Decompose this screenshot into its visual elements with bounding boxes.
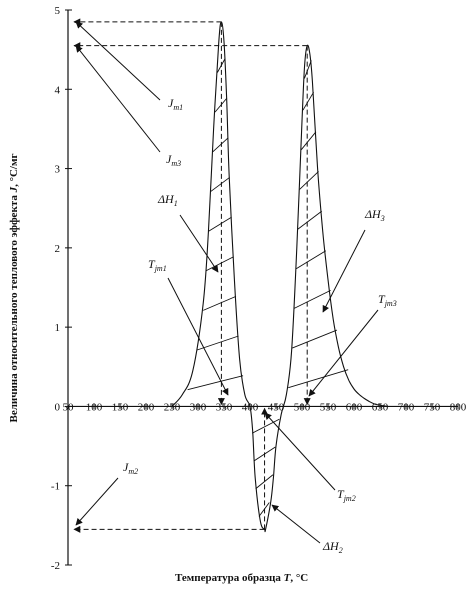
- hatch-layer: [187, 58, 349, 517]
- label-jm3: Jm3: [166, 152, 181, 168]
- hatch-line: [303, 60, 312, 79]
- arrow-dh3: [322, 229, 366, 313]
- y-tick-label: -1: [51, 481, 60, 493]
- arrow-tjm3: [308, 309, 379, 397]
- arrow-tjm2: [264, 412, 336, 491]
- hatch-line: [299, 171, 319, 190]
- hatch-line: [203, 295, 237, 311]
- x-tick-label: 300: [190, 401, 207, 413]
- y-tick-label: 4: [55, 84, 61, 96]
- hatch-line: [297, 210, 323, 230]
- x-tick-label: 100: [86, 401, 103, 413]
- hatch-line: [251, 418, 280, 434]
- curve-layer: [171, 21, 388, 533]
- arrow-jm3: [75, 45, 161, 153]
- peak-guides: [73, 18, 225, 406]
- y-tick-label: 1: [55, 322, 61, 334]
- x-tick-label: 350: [216, 401, 233, 413]
- x-tick-label: 250: [164, 401, 181, 413]
- x-tick-label: 750: [424, 401, 441, 413]
- hatch-line: [212, 137, 229, 153]
- x-axis-title: Температура образца T, °С: [175, 572, 308, 584]
- hatch-line: [255, 474, 274, 490]
- label-tjm1: Tjm1: [148, 257, 167, 273]
- hatch-line: [208, 216, 232, 232]
- x-tick-label: 200: [138, 401, 155, 413]
- peak-guides: [73, 407, 269, 533]
- x-tick-label: 400: [242, 401, 259, 413]
- guide-layer: [73, 18, 311, 533]
- hatch-line: [288, 369, 349, 389]
- label-tjm3: Tjm3: [378, 292, 397, 308]
- y-tick-label: 3: [55, 164, 61, 176]
- x-tick-label: 600: [346, 401, 363, 413]
- label-jm2: Jm2: [123, 460, 138, 476]
- label-dh3: ΔH3: [364, 207, 385, 223]
- hatch-line: [294, 289, 331, 309]
- x-tick-label: 50: [63, 401, 75, 413]
- y-axis-title: Величина относительного теплового эффект…: [8, 154, 20, 423]
- arrow-layer: [75, 21, 379, 544]
- arrow-dh2: [271, 504, 321, 544]
- x-tick-label: 150: [112, 401, 129, 413]
- label-tjm2: Tjm2: [337, 487, 356, 503]
- y-tick-label: 2: [55, 243, 61, 255]
- label-dh2: ΔH2: [322, 539, 343, 555]
- arrow-jm2: [75, 477, 119, 526]
- label-dh1: ΔH1: [157, 192, 178, 208]
- y-tick-label: 0: [55, 401, 61, 413]
- thermal-curve: [171, 21, 388, 533]
- hatch-line: [302, 91, 314, 111]
- x-tick-label: 500: [294, 401, 311, 413]
- hatch-line: [187, 375, 244, 391]
- arrow-jm1: [75, 21, 161, 101]
- peak-guides: [73, 42, 311, 406]
- arrow-tjm1: [167, 277, 229, 396]
- x-tick-label: 650: [372, 401, 389, 413]
- axis-layer: [67, 10, 458, 565]
- x-tick-label: 550: [320, 401, 337, 413]
- hatch-line: [205, 256, 234, 272]
- hatch-line: [210, 177, 230, 192]
- label-jm1: Jm1: [168, 96, 183, 112]
- x-tick-label: 700: [398, 401, 415, 413]
- hatch-line: [292, 329, 338, 349]
- hatch-line: [295, 250, 327, 270]
- x-tick-label: 800: [450, 401, 467, 413]
- y-tick-label: 5: [55, 5, 61, 17]
- hatch-line: [300, 131, 317, 151]
- arrow-dh1: [179, 214, 219, 273]
- x-tick-label: 450: [268, 401, 285, 413]
- y-tick-label: -2: [51, 560, 60, 572]
